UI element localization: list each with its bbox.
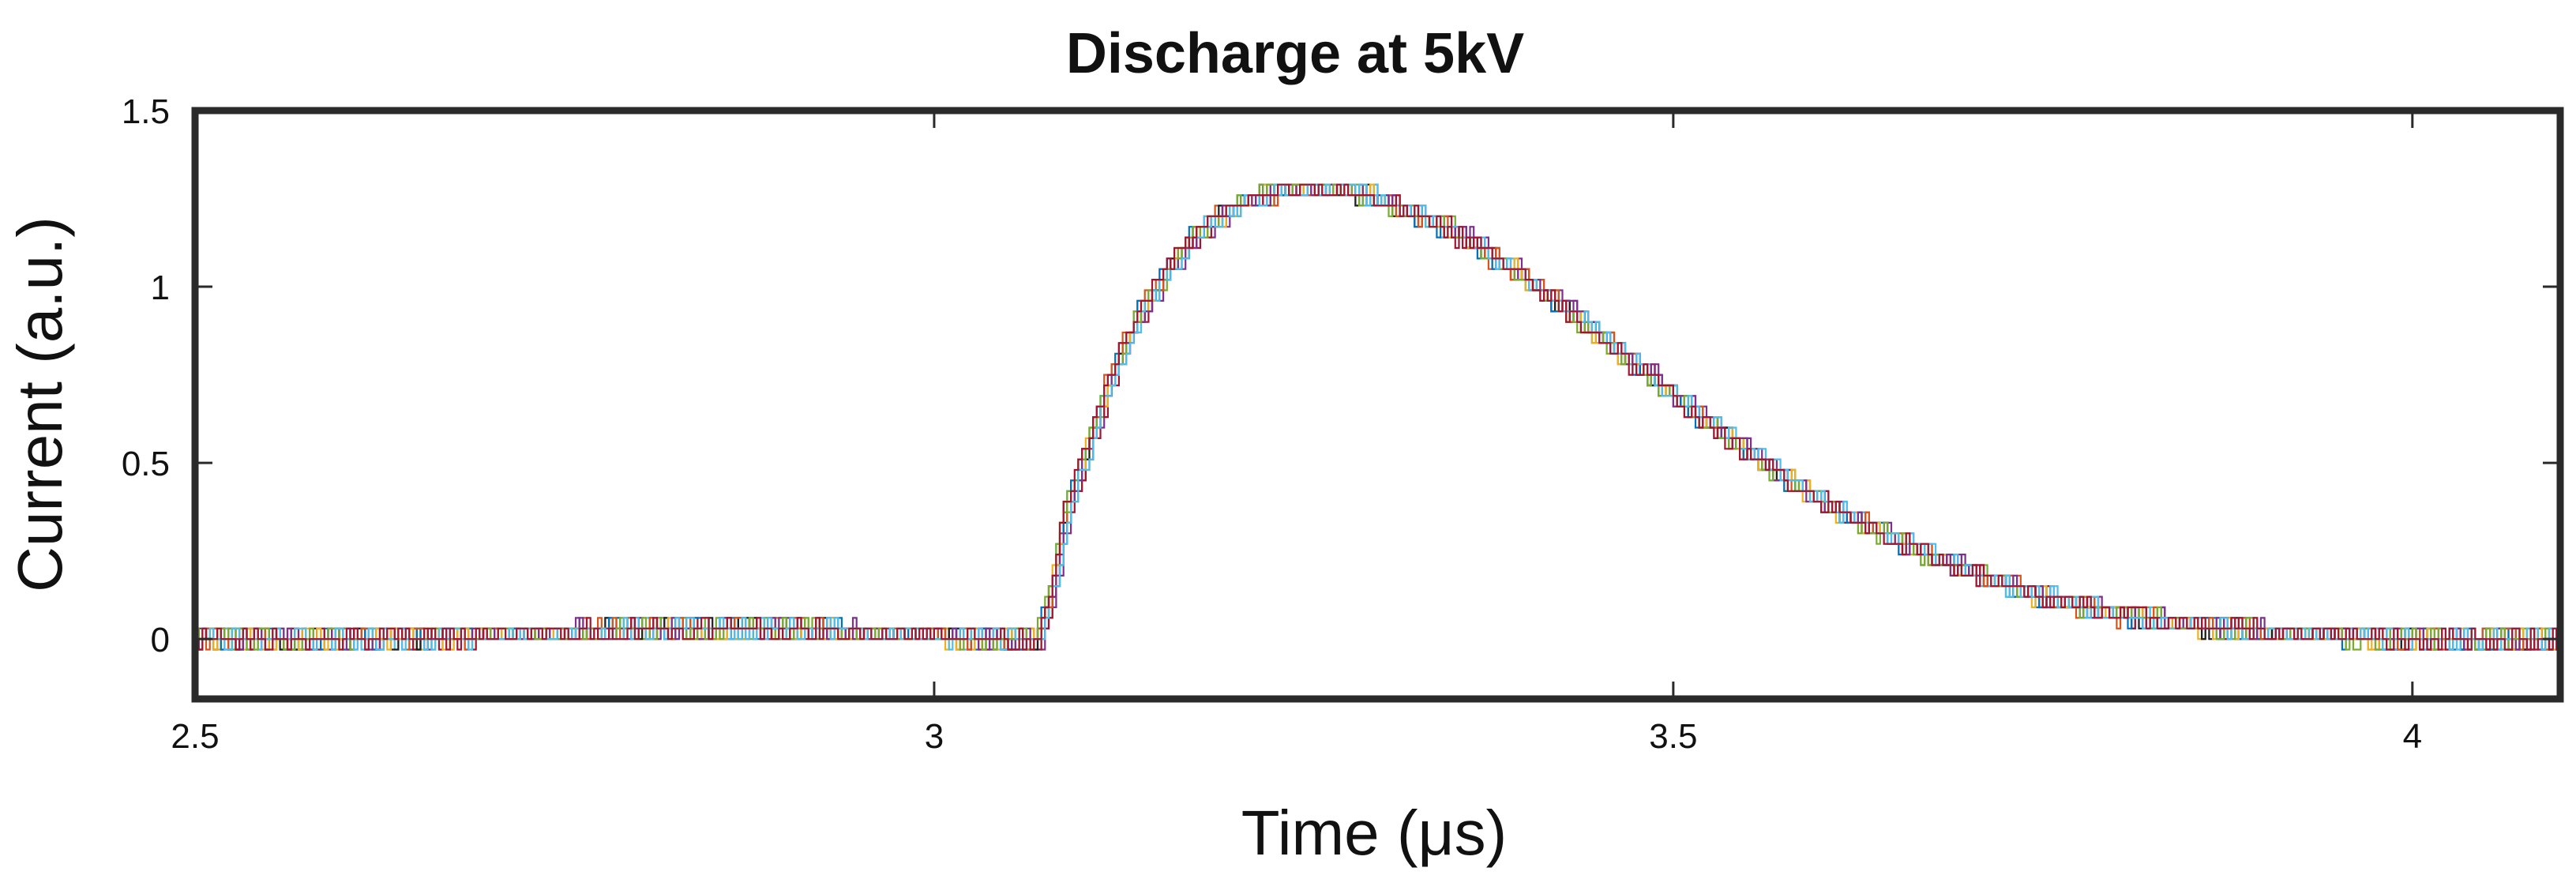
series-line-15 — [195, 183, 2562, 651]
series-line-11 — [195, 183, 2562, 651]
x-tick-label: 4 — [2403, 717, 2422, 756]
y-tick-label: 0.5 — [122, 445, 170, 483]
y-axis-label: Current (a.u.) — [5, 216, 75, 592]
series-line-7 — [195, 183, 2560, 651]
series-line-10 — [195, 183, 2562, 651]
series-line-2 — [195, 183, 2562, 651]
y-tick-label: 0 — [151, 621, 170, 659]
plot-frame — [191, 107, 2564, 703]
axis-tick-labels: 2.5 3 3.5 4 0 0.5 1 1.5 — [122, 92, 2422, 756]
chart-title: Discharge at 5kV — [1066, 22, 1524, 85]
x-tick-label: 3.5 — [1649, 717, 1697, 756]
series-line-8 — [195, 183, 2560, 651]
series-group — [195, 183, 2562, 651]
series-line-5 — [195, 183, 2560, 651]
series-line-4 — [195, 183, 2562, 651]
x-tick-label: 2.5 — [171, 717, 219, 756]
series-line-3 — [195, 183, 2562, 651]
series-line-13 — [195, 183, 2562, 651]
series-line-6 — [195, 183, 2562, 651]
x-tick-label: 3 — [925, 717, 944, 756]
series-line-14 — [195, 183, 2560, 651]
x-axis-label: Time (μs) — [1241, 798, 1507, 868]
y-tick-label: 1 — [151, 269, 170, 307]
series-line-12 — [195, 183, 2562, 651]
y-tick-label: 1.5 — [122, 92, 170, 131]
series-line-9 — [195, 183, 2560, 651]
series-line-1 — [195, 183, 2560, 651]
